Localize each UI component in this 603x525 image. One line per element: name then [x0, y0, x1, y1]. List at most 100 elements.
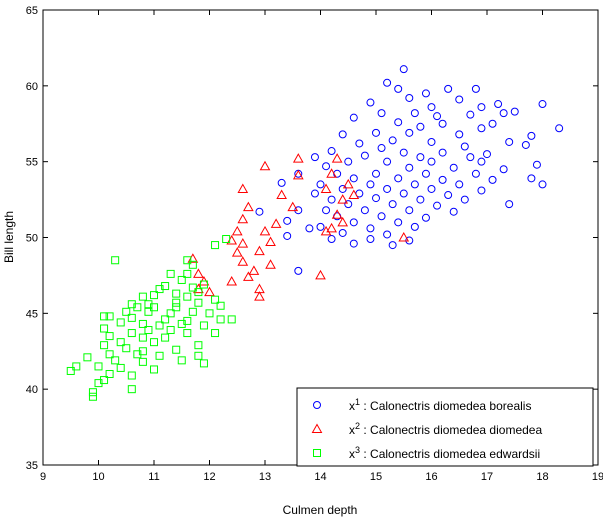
data-point [338, 228, 347, 237]
data-point [355, 139, 364, 148]
data-point [127, 371, 136, 380]
data-point [338, 184, 347, 193]
data-point [416, 122, 425, 131]
data-point [438, 175, 447, 184]
legend-separator: : [360, 423, 370, 437]
data-point [416, 153, 425, 162]
data-point [327, 235, 336, 244]
data-point [471, 84, 480, 93]
data-point [388, 136, 397, 145]
legend-marker [311, 423, 323, 433]
data-point [138, 319, 147, 328]
data-point [242, 271, 254, 281]
data-point [310, 189, 319, 198]
data-point [477, 157, 486, 166]
data-point [226, 275, 238, 286]
legend-superscript: 2 [355, 421, 360, 431]
data-point [231, 225, 243, 236]
data-point [222, 235, 231, 244]
data-point [105, 332, 114, 341]
data-point [188, 260, 197, 269]
y-tick-label: 55 [26, 157, 38, 169]
data-point [254, 291, 265, 301]
data-point [199, 280, 208, 289]
data-point [150, 365, 158, 374]
data-point [532, 160, 541, 169]
data-point [172, 345, 181, 354]
data-point [283, 231, 292, 240]
data-point [211, 241, 220, 250]
data-point [455, 95, 464, 104]
data-point [337, 194, 349, 204]
data-point [248, 265, 260, 275]
data-point [394, 218, 403, 227]
data-point [138, 292, 147, 301]
legend-series-name: Calonectris diomedea edwardsii [370, 447, 540, 461]
x-tick-label: 19 [592, 471, 603, 483]
x-tick-label: 18 [536, 471, 548, 483]
data-point [205, 309, 214, 318]
data-point [427, 157, 436, 166]
data-point [421, 89, 430, 98]
data-point [254, 245, 265, 256]
data-point [510, 107, 519, 116]
data-point [331, 153, 343, 163]
data-point [116, 318, 125, 327]
data-point [383, 184, 392, 193]
x-tick-label: 14 [314, 471, 326, 483]
legend-marker [313, 449, 321, 457]
data-point [188, 283, 197, 292]
data-point [322, 206, 331, 215]
data-point [277, 178, 286, 187]
data-point [161, 315, 170, 324]
data-point [133, 350, 142, 359]
data-point [292, 153, 304, 163]
data-point [265, 259, 276, 269]
legend-entry: x3 : Calonectris diomedea edwardsii [349, 445, 540, 461]
data-point [194, 341, 203, 350]
x-axis-label: Culmen depth [283, 503, 358, 517]
data-point [255, 207, 264, 216]
data-point [505, 137, 514, 146]
data-point [494, 100, 503, 109]
data-point [150, 338, 158, 347]
data-point [259, 160, 271, 171]
data-point [322, 162, 331, 171]
data-point [388, 200, 397, 209]
data-point [283, 216, 292, 225]
data-point [538, 100, 547, 109]
data-point [383, 157, 392, 166]
data-point [477, 103, 486, 112]
data-point [433, 112, 442, 121]
data-point [193, 268, 204, 278]
data-point [66, 366, 75, 375]
data-point [348, 189, 360, 200]
data-point [377, 109, 386, 118]
data-point [172, 289, 181, 298]
data-point [138, 333, 147, 342]
data-point [88, 392, 97, 401]
x-tick-label: 12 [203, 471, 215, 483]
data-point [172, 298, 181, 307]
data-point [331, 209, 343, 219]
data-point [237, 213, 249, 224]
data-point [455, 180, 464, 189]
data-point [372, 128, 380, 137]
data-point [122, 307, 131, 316]
data-point [399, 189, 408, 198]
data-point [161, 333, 170, 342]
data-point [177, 275, 186, 284]
data-point [349, 174, 358, 183]
data-point [242, 201, 254, 212]
data-point [372, 194, 380, 203]
legend-series-name: Calonectris diomedea borealis [370, 399, 531, 413]
data-point [326, 168, 337, 178]
data-point [499, 165, 508, 174]
y-axis-label: Bill length [2, 211, 16, 263]
data-point [72, 362, 81, 371]
data-point [438, 148, 447, 157]
data-point [405, 206, 414, 215]
x-tick-label: 13 [259, 471, 271, 483]
data-point [449, 207, 458, 216]
